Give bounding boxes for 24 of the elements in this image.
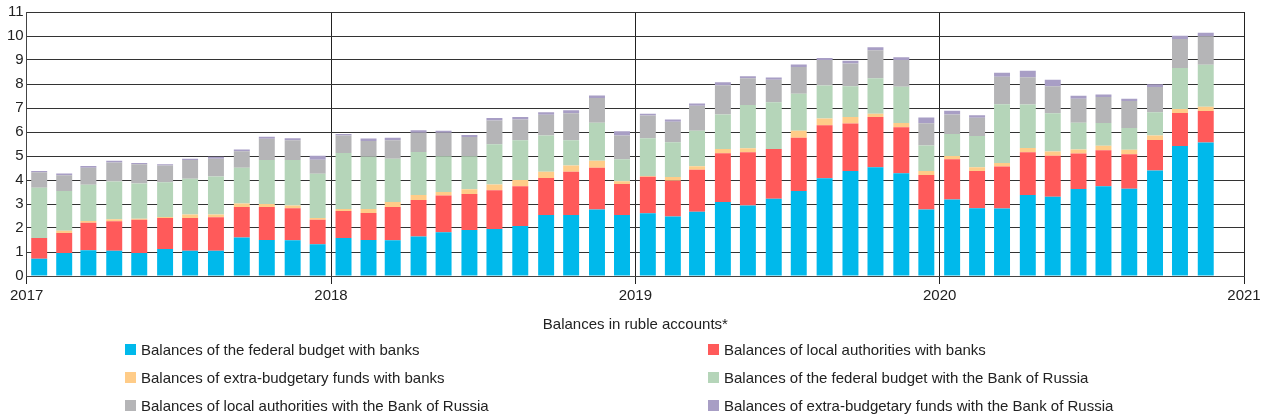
y-tick-label: 10: [7, 26, 24, 44]
x-tick-label: 2019: [618, 286, 653, 304]
x-tick-label: 2018: [314, 286, 348, 304]
legend-label: Balances of the federal budget with the Bank of Russia: [724, 368, 1089, 386]
legend-label: Balances of the federal budget with banks: [141, 340, 420, 358]
y-tick-label: 6: [15, 122, 24, 140]
x-tick-label: 2021: [1227, 286, 1261, 304]
x-tick-label: 2017: [10, 286, 44, 304]
y-tick-label: 5: [15, 146, 24, 164]
y-tick-label: 2: [15, 218, 24, 236]
y-tick-label: 1: [15, 242, 24, 260]
legend-label: Balances of extra-budgetary funds with banks: [141, 368, 445, 386]
legend-label: Balances of local authorities with banks: [724, 340, 986, 358]
x-tick-label: 2020: [922, 286, 957, 304]
y-tick-label: 0: [15, 266, 24, 284]
x-axis-title: Balances in ruble accounts*: [542, 315, 729, 333]
y-tick-label: 4: [15, 170, 24, 188]
y-tick-label: 7: [15, 98, 24, 116]
legend-label: Balances of extra-budgetary funds with the Bank of Russia: [724, 396, 1114, 414]
y-tick-label: 8: [15, 74, 24, 92]
legend-label: Balances of local authorities with the Bank of Russia: [141, 396, 489, 414]
y-tick-label: 9: [15, 50, 24, 68]
y-tick-label: 3: [15, 194, 24, 212]
y-tick-label: 11: [8, 2, 24, 20]
